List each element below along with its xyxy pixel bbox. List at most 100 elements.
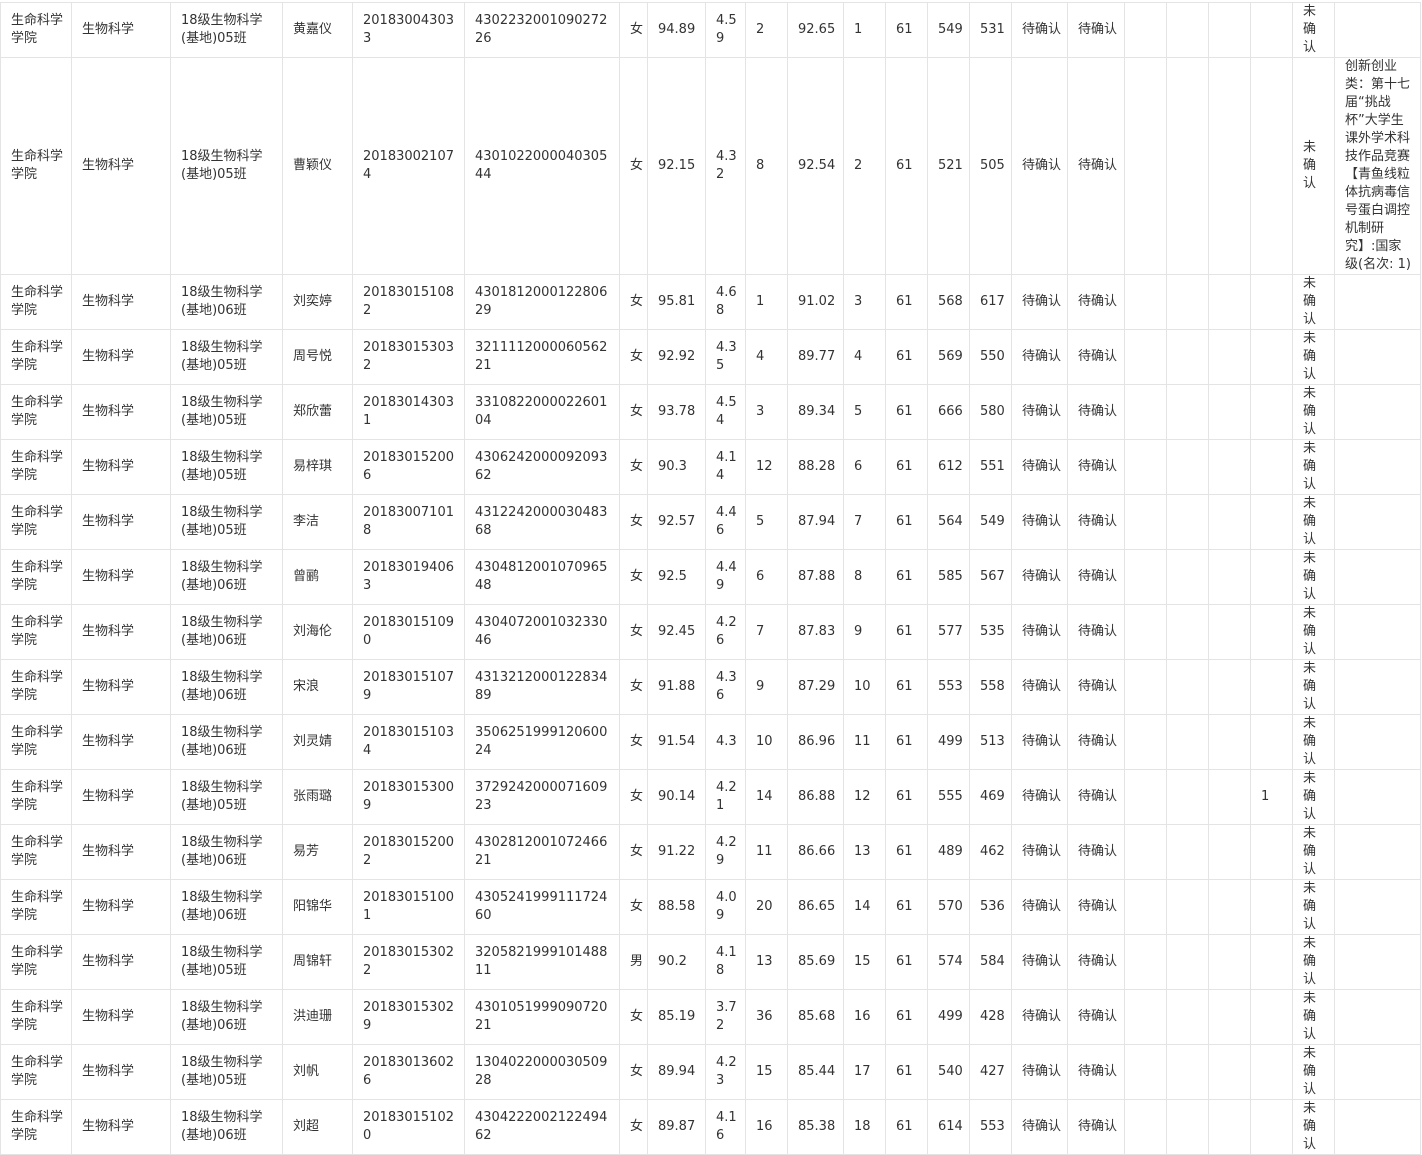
table-cell: 61 xyxy=(885,57,928,275)
table-cell xyxy=(1250,604,1293,660)
table-cell xyxy=(1208,329,1251,385)
table-cell xyxy=(1124,549,1167,605)
table-cell xyxy=(1124,769,1167,825)
table-cell xyxy=(1208,989,1251,1045)
table-cell xyxy=(1208,604,1251,660)
table-cell: 61 xyxy=(885,989,928,1045)
table-cell: 未确认 xyxy=(1292,989,1335,1045)
table-cell: 曹颖仪 xyxy=(282,57,353,275)
table-cell: 18级生物科学(基地)05班 xyxy=(170,1044,283,1100)
table-cell: 61 xyxy=(885,2,928,58)
table-cell: 92.54 xyxy=(787,57,844,275)
table-cell: 61 xyxy=(885,769,928,825)
table-cell xyxy=(1124,604,1167,660)
table-cell xyxy=(1124,274,1167,330)
table-cell: 女 xyxy=(619,989,648,1045)
table-cell: 女 xyxy=(619,384,648,440)
table-cell xyxy=(1250,1044,1293,1100)
table-cell: 4.59 xyxy=(705,2,746,58)
table-cell: 90.14 xyxy=(647,769,706,825)
table-cell: 568 xyxy=(927,274,970,330)
table-cell: 1 xyxy=(745,274,788,330)
table-cell: 499 xyxy=(927,989,970,1045)
table-cell: 待确认 xyxy=(1011,659,1068,715)
table-cell: 5 xyxy=(843,384,886,440)
table-cell: 未确认 xyxy=(1292,934,1335,990)
table-cell: 86.66 xyxy=(787,824,844,880)
table-cell xyxy=(1166,274,1209,330)
table-row: 生命科学学院 生物科学 18级生物科学(基地)06班 刘灵婧 201830151034 3… xyxy=(0,714,1421,770)
table-row: 生命科学学院 生物科学 18级生物科学(基地)05班 张雨璐 201830153009 3… xyxy=(0,769,1421,825)
table-cell: 18级生物科学(基地)05班 xyxy=(170,57,283,275)
table-cell xyxy=(1166,714,1209,770)
table-cell: 黄嘉仪 xyxy=(282,2,353,58)
table-cell: 584 xyxy=(969,934,1012,990)
table-cell xyxy=(1208,57,1251,275)
table-cell xyxy=(1124,1044,1167,1100)
table-cell: 待确认 xyxy=(1067,549,1125,605)
table-cell: 6 xyxy=(843,439,886,495)
table-cell: 2 xyxy=(745,2,788,58)
table-cell xyxy=(1334,604,1421,660)
table-cell: 612 xyxy=(927,439,970,495)
table-cell xyxy=(1166,494,1209,550)
table-cell xyxy=(1250,494,1293,550)
table-cell: 4 xyxy=(745,329,788,385)
table-cell: 待确认 xyxy=(1067,274,1125,330)
table-cell: 18级生物科学(基地)05班 xyxy=(170,934,283,990)
table-cell xyxy=(1208,439,1251,495)
table-cell: 61 xyxy=(885,549,928,605)
table-cell: 易芳 xyxy=(282,824,353,880)
table-cell: 4.23 xyxy=(705,1044,746,1100)
table-row: 生命科学学院 生物科学 18级生物科学(基地)05班 黄嘉仪 201830043033 4… xyxy=(0,2,1421,58)
table-cell xyxy=(1334,659,1421,715)
table-cell: 88.28 xyxy=(787,439,844,495)
table-cell: 张雨璐 xyxy=(282,769,353,825)
table-cell: 617 xyxy=(969,274,1012,330)
table-cell: 550 xyxy=(969,329,1012,385)
table-row: 生命科学学院 生物科学 18级生物科学(基地)06班 宋浪 201830151079 43… xyxy=(0,659,1421,715)
table-cell: 生物科学 xyxy=(71,494,171,550)
table-cell: 91.02 xyxy=(787,274,844,330)
table-cell: 未确认 xyxy=(1292,439,1335,495)
table-cell: 郑欣蕾 xyxy=(282,384,353,440)
table-cell: 4.68 xyxy=(705,274,746,330)
table-cell xyxy=(1208,824,1251,880)
table-cell: 4.36 xyxy=(705,659,746,715)
table-cell: 刘海伦 xyxy=(282,604,353,660)
table-cell: 刘奕婷 xyxy=(282,274,353,330)
table-cell: 女 xyxy=(619,659,648,715)
table-cell xyxy=(1334,989,1421,1045)
table-cell: 李洁 xyxy=(282,494,353,550)
table-cell: 待确认 xyxy=(1011,384,1068,440)
table-cell: 89.34 xyxy=(787,384,844,440)
table-cell: 待确认 xyxy=(1011,549,1068,605)
table-cell: 92.15 xyxy=(647,57,706,275)
table-cell: 201830151034 xyxy=(352,714,465,770)
table-cell xyxy=(1334,549,1421,605)
table-cell xyxy=(1208,769,1251,825)
table-cell xyxy=(1124,439,1167,495)
table-cell: 待确认 xyxy=(1011,1044,1068,1100)
table-row: 生命科学学院 生物科学 18级生物科学(基地)06班 刘超 201830151020 43… xyxy=(0,1099,1421,1155)
table-row: 生命科学学院 生物科学 18级生物科学(基地)06班 曾鹂 201830194063 43… xyxy=(0,549,1421,605)
table-cell: 535 xyxy=(969,604,1012,660)
table-cell xyxy=(1334,769,1421,825)
table-cell: 201830153009 xyxy=(352,769,465,825)
table-cell: 61 xyxy=(885,934,928,990)
table-cell xyxy=(1124,494,1167,550)
table-cell: 15 xyxy=(843,934,886,990)
table-cell: 85.44 xyxy=(787,1044,844,1100)
table-cell: 553 xyxy=(969,1099,1012,1155)
table-cell: 待确认 xyxy=(1011,604,1068,660)
table-row: 生命科学学院 生物科学 18级生物科学(基地)05班 李洁 201830071018 43… xyxy=(0,494,1421,550)
table-cell: 洪迪珊 xyxy=(282,989,353,1045)
table-row: 生命科学学院 生物科学 18级生物科学(基地)05班 曹颖仪 201830021074 4… xyxy=(0,57,1421,275)
table-cell xyxy=(1124,329,1167,385)
table-cell xyxy=(1166,604,1209,660)
table-cell: 427 xyxy=(969,1044,1012,1100)
table-cell: 431224200003048368 xyxy=(464,494,620,550)
table-cell: 女 xyxy=(619,2,648,58)
table-cell: 生物科学 xyxy=(71,57,171,275)
table-cell: 未确认 xyxy=(1292,659,1335,715)
